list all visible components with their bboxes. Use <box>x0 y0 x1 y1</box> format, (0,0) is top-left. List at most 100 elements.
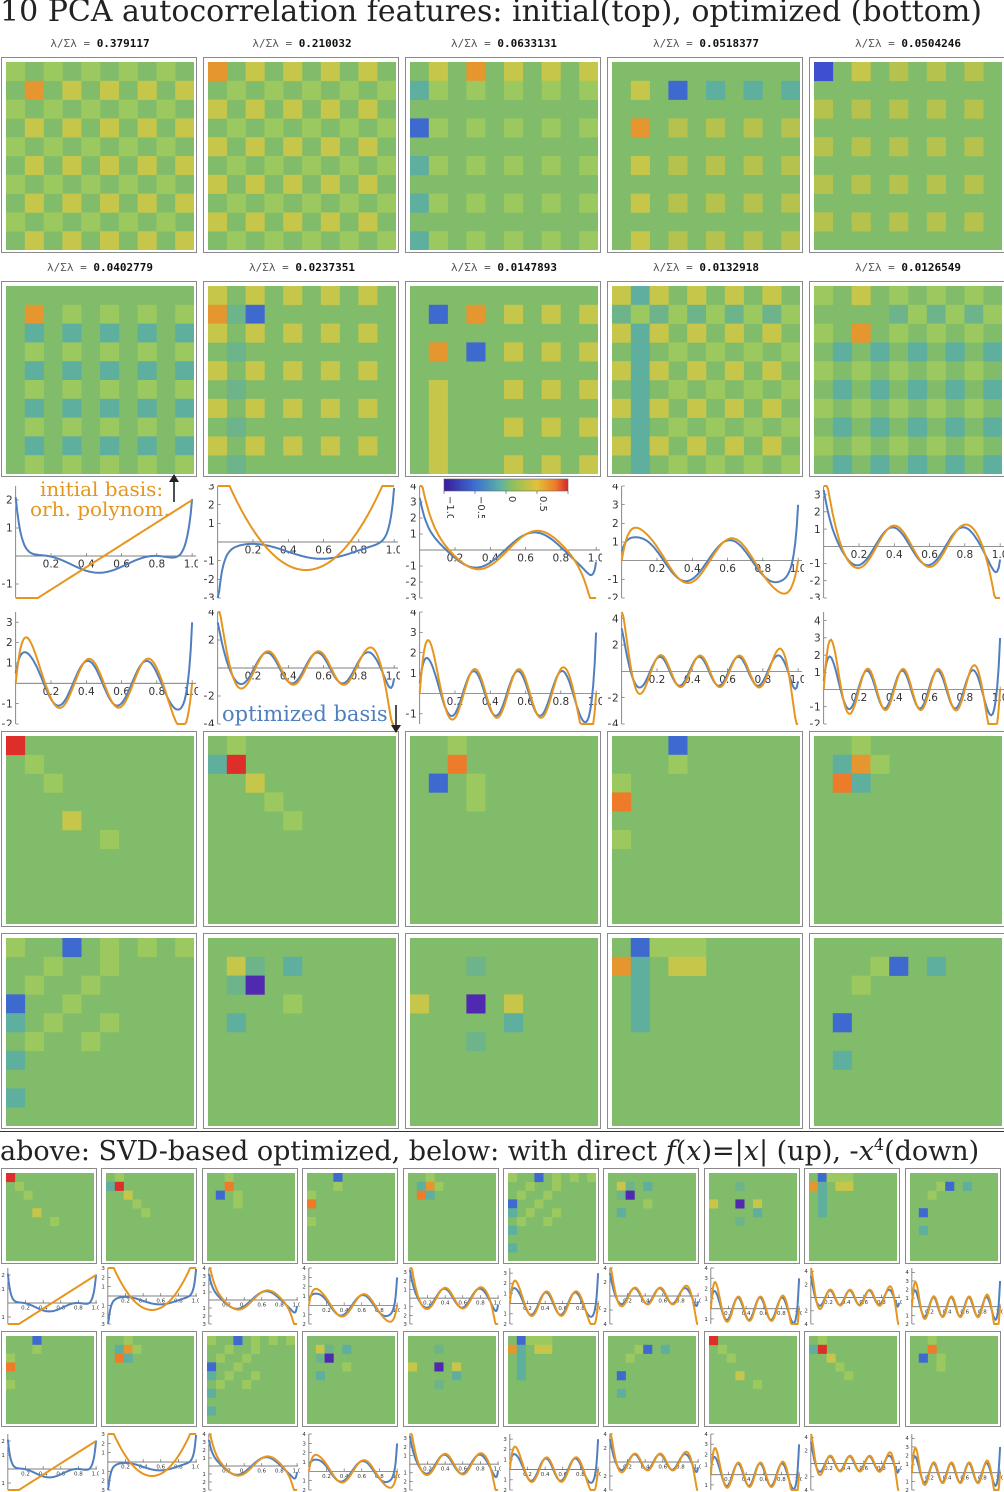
x-tick-label: 0.6 <box>458 1467 467 1473</box>
colorbar-tick-label: −0.5 <box>475 496 486 518</box>
y-tick-label: −2 <box>403 1313 407 1319</box>
minus-x4-basis-plot-1: 0.20.40.60.81.021−1 <box>1 1432 99 1492</box>
minus-x4-heatmap-10 <box>905 1331 1001 1427</box>
x-tick-label: 1.0 <box>184 559 198 571</box>
optimized-basis-curve <box>106 1434 198 1491</box>
eigen-ratio-prefix: λ/Σλ = <box>451 261 498 274</box>
y-tick-label: −3 <box>204 593 215 600</box>
y-tick-label: 4 <box>208 610 215 619</box>
y-tick-label: 1 <box>202 1290 206 1296</box>
y-tick-label: −2 <box>406 577 417 589</box>
eigen-ratio-value: 0.0633131 <box>497 37 557 50</box>
x-tick-label: 0.2 <box>423 1301 432 1307</box>
x-tick-label: 0.8 <box>148 559 165 571</box>
x-tick-label: 1.0 <box>992 692 1004 704</box>
minus-x4-heatmap-1 <box>1 1331 97 1427</box>
y-tick-label: 3 <box>101 1432 105 1438</box>
optimized-feature-heatmap-6 <box>1 933 197 1129</box>
x-tick-label: 0.2 <box>925 1309 934 1315</box>
eigen-ratio-5: λ/Σλ = 0.0504246 <box>808 37 1004 50</box>
initial-basis-curve <box>7 1274 97 1325</box>
x-tick-label: 0.8 <box>174 1465 183 1471</box>
x-tick-label: 0.2 <box>43 559 60 571</box>
y-tick-label: 1 <box>6 523 13 535</box>
x-tick-label: 0.4 <box>78 559 95 571</box>
eigen-ratio-prefix: λ/Σλ = <box>451 37 498 50</box>
optimized-feature-heatmap-2 <box>203 731 399 927</box>
y-tick-label: 3 <box>202 1440 206 1446</box>
x-tick-label: 0.2 <box>222 1303 231 1309</box>
x-tick-label: 0.8 <box>174 1299 183 1305</box>
y-tick-label: −3 <box>101 1488 105 1492</box>
eigen-ratio-prefix: λ/Σλ = <box>653 261 700 274</box>
x-tick-label: 0.6 <box>517 553 534 565</box>
initial-feature-heatmap-5 <box>809 57 1004 253</box>
y-tick-label: 4 <box>905 1270 909 1276</box>
initial-basis-curve <box>620 526 800 595</box>
eigen-ratio-prefix: λ/Σλ = <box>252 37 299 50</box>
initial-feature-heatmap-7 <box>203 281 399 477</box>
y-tick-label: −1 <box>810 558 821 570</box>
x-tick-label: 0.8 <box>676 1465 685 1471</box>
initial-basis-curve <box>307 1287 399 1323</box>
x-tick-label: 0.2 <box>824 1300 833 1306</box>
abs-x-heatmap-10 <box>905 1168 1001 1264</box>
abs-x-heatmap-9 <box>804 1168 900 1264</box>
y-tick-label: 4 <box>612 613 619 625</box>
eigen-ratio-value: 0.210032 <box>298 37 352 50</box>
y-tick-label: −1 <box>1 1315 5 1321</box>
y-tick-label: 3 <box>503 1437 507 1443</box>
y-tick-label: 4 <box>302 1432 306 1438</box>
y-tick-label: −1 <box>204 555 215 567</box>
x-tick-label: 0.8 <box>74 1472 83 1478</box>
y-tick-label: 3 <box>704 1276 708 1282</box>
x-tick-label: 0.6 <box>960 1475 969 1481</box>
y-tick-label: −3 <box>101 1322 105 1326</box>
x-tick-label: 1.0 <box>386 671 400 683</box>
x-tick-label: 0.4 <box>541 1306 550 1312</box>
y-tick-label: −2 <box>302 1488 306 1492</box>
x-tick-label: 0.8 <box>576 1472 585 1478</box>
initial-basis-curve <box>609 1433 699 1491</box>
minus-x4-heatmap-2 <box>101 1331 197 1427</box>
y-tick-label: 2 <box>704 1286 708 1292</box>
y-tick-label: 4 <box>804 1269 808 1275</box>
x-tick-label: 0.4 <box>886 549 903 561</box>
x-tick-label: 0.6 <box>921 549 938 561</box>
initial-basis-curve <box>7 1440 97 1491</box>
x-tick-label: 0.2 <box>21 1306 30 1312</box>
minus-x4-heatmap-7 <box>603 1331 699 1427</box>
y-tick-label: 2 <box>208 635 215 647</box>
y-tick-label: −4 <box>603 1488 607 1492</box>
minus-x4-heatmap-9 <box>804 1331 900 1427</box>
y-tick-label: 2 <box>503 1281 507 1287</box>
basis-function-plot-5: 0.2 0.4 0.6 0.8 1.0 3 2 1 −1 −2 −3 <box>810 484 1004 600</box>
initial-basis-curve <box>409 1267 499 1325</box>
y-tick-label: 1 <box>612 537 619 549</box>
initial-feature-heatmap-6 <box>1 281 197 477</box>
y-tick-label: 4 <box>603 1432 607 1438</box>
x-tick-label: 0.8 <box>375 1308 384 1314</box>
x-tick-label: 0.4 <box>78 686 95 698</box>
y-tick-label: 3 <box>208 484 215 493</box>
y-tick-label: −1 <box>503 1312 507 1318</box>
y-tick-label: −2 <box>204 574 215 586</box>
y-tick-label: 2 <box>804 1282 808 1288</box>
y-tick-label: 2 <box>603 1280 607 1286</box>
basis-function-plot-1: 0.20.40.60.81.021−1 <box>2 484 198 600</box>
y-tick-label: 4 <box>202 1266 206 1272</box>
x-tick-label: 1.0 <box>192 1465 199 1471</box>
y-tick-label: −1 <box>905 1479 909 1485</box>
x-tick-label: 0.2 <box>724 1477 733 1483</box>
initial-basis-curve <box>508 1445 600 1491</box>
x-tick-label: 0.6 <box>257 1303 266 1309</box>
x-tick-label: 0.2 <box>21 1472 30 1478</box>
y-tick-label: −4 <box>804 1488 808 1492</box>
y-tick-label: 3 <box>403 1436 407 1442</box>
eigen-ratio-10: λ/Σλ = 0.0126549 <box>808 261 1004 274</box>
